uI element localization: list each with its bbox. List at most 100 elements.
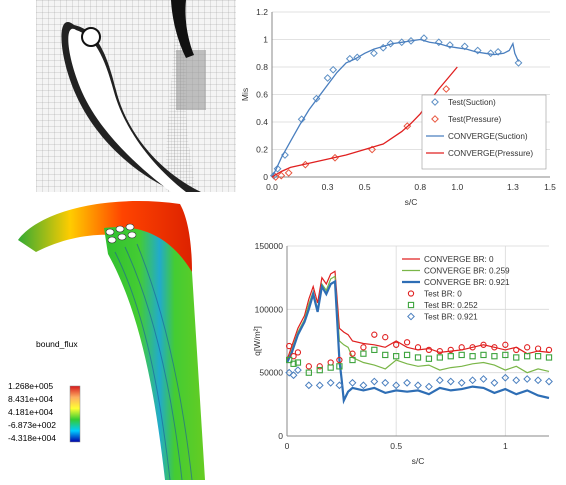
flux-legend-label: CONVERGE BR: 0.259	[424, 267, 510, 276]
flux-data-point	[512, 376, 521, 385]
flux-data-point	[371, 331, 378, 338]
flux-data-point	[305, 369, 312, 376]
mis-y-tick-label: 0.8	[256, 62, 268, 72]
colorbar-tick-1: 1.268e+005	[8, 381, 53, 391]
flux-data-point	[348, 378, 357, 387]
mis-legend-box	[421, 94, 547, 170]
mis-legend-label: CONVERGE(Suction)	[448, 132, 528, 141]
flux-y-tick-label: 50000	[259, 368, 283, 378]
colorbar-tick-2: 8.431e+004	[8, 394, 53, 404]
flux-x-tick-label: 0	[285, 441, 290, 451]
colorbar-tick-3: 4.181e+004	[8, 407, 53, 417]
mis-x-tick-label: 0.3	[322, 182, 334, 192]
mis-series-3	[271, 66, 458, 178]
flux-y-tick-label: 150000	[255, 241, 284, 251]
flux-data-point	[285, 368, 294, 377]
chart-heat-flux-svg: 0 50000 100000 150000 0 0.5 1 s/C q[W/m²] CONVERG…	[252, 241, 553, 466]
mesh-image	[36, 0, 236, 192]
chart-mis: 0 0.2 0.4 0.6 0.8 1 1.2 0.0 0.3 0.5 0.8 1.0 1.3 1.5 s/…	[240, 0, 566, 207]
mis-legend-swatch	[431, 98, 439, 106]
mis-data-point	[386, 39, 395, 48]
flux-data-point	[469, 344, 476, 351]
mis-data-point	[397, 38, 406, 47]
flux-data-point	[545, 354, 553, 361]
flux-data-point	[359, 381, 368, 390]
mis-data-point	[514, 58, 523, 67]
mis-legend: Test(Suction) Test(Pressure) CONVERGE(Suct…	[421, 94, 547, 170]
flux-data-point	[436, 347, 443, 355]
mis-legend-label: CONVERGE(Pressure)	[448, 149, 533, 158]
flux-x-tick-label: 0.5	[390, 441, 402, 451]
flux-data-point	[502, 351, 509, 359]
mis-data-point	[420, 34, 428, 43]
flux-data-point	[425, 382, 433, 391]
flux-data-point	[370, 377, 379, 386]
mis-series-line	[271, 38, 520, 178]
mis-x-tick-label: 1.3	[507, 182, 519, 192]
flux-data-point	[316, 363, 323, 370]
flux-data-point	[315, 381, 324, 390]
flux-series-0	[286, 270, 550, 361]
colorbar-tick-5: -4.318e+004	[8, 433, 56, 443]
contour-image: bound_flux 1.268e+005 8.431e+004 4.181e+…	[0, 192, 210, 481]
flux-data-point	[290, 360, 297, 367]
mis-y-axis-label: Mis	[240, 88, 250, 101]
mis-y-tick-label: 0.4	[256, 117, 268, 127]
flux-data-point	[371, 346, 378, 354]
flux-data-point	[491, 353, 498, 360]
mis-data-point	[486, 49, 495, 58]
mis-y-tick-label: 1	[263, 35, 268, 45]
flux-series-1	[286, 275, 550, 374]
flux-data-point	[316, 366, 323, 374]
flux-data-point	[447, 353, 454, 360]
mis-data-point	[277, 171, 286, 180]
flux-x-tick-label: 1	[503, 441, 508, 451]
flux-data-point	[286, 356, 293, 364]
flux-data-point	[327, 364, 334, 371]
flux-data-point	[349, 350, 356, 357]
flux-data-point	[446, 377, 455, 386]
flux-data-point	[403, 339, 411, 346]
flux-data-point	[480, 351, 487, 359]
flux-data-point	[381, 378, 390, 387]
flux-series-4	[286, 346, 553, 376]
flux-legend-label: Test BR: 0.252	[424, 301, 478, 310]
mesh-svg	[36, 0, 236, 192]
mis-legend-label: Test(Suction)	[448, 98, 496, 107]
flux-data-point	[436, 354, 443, 361]
flux-data-point	[491, 344, 498, 351]
flux-data-point	[447, 346, 454, 354]
flux-data-point	[524, 353, 531, 360]
flux-legend-label: CONVERGE BR: 0	[424, 255, 494, 264]
flux-legend-label: CONVERGE BR: 0.921	[424, 278, 510, 287]
flux-series-2	[286, 279, 550, 405]
flux-data-point	[513, 354, 520, 361]
flux-data-point	[327, 359, 334, 366]
mis-legend-swatch	[431, 115, 439, 123]
flux-data-point	[403, 351, 411, 359]
flux-data-point	[501, 373, 510, 382]
flux-data-point	[479, 375, 488, 383]
flux-data-point	[458, 344, 465, 351]
flux-data-point	[336, 363, 343, 370]
flux-data-point	[360, 350, 367, 357]
colorbar-tick-4: -6.873e+002	[8, 420, 56, 430]
flux-series-5	[285, 366, 553, 391]
contour-svg: bound_flux 1.268e+005 8.431e+004 4.181e+…	[8, 201, 205, 481]
mis-x-axis-label: s/C	[405, 197, 418, 205]
mis-x-tick-label: 1.5	[544, 182, 556, 192]
mis-series-0	[269, 34, 523, 180]
flux-series-line	[286, 270, 550, 361]
flux-data-point	[425, 355, 433, 362]
mis-x-tick-label: 1.0	[451, 182, 463, 192]
mis-y-tick-label: 1.2	[256, 7, 268, 17]
flux-data-point	[393, 341, 400, 348]
flux-data-point	[534, 376, 542, 385]
flux-y-axis-label: q[W/m²]	[252, 326, 262, 356]
mis-data-point	[323, 74, 332, 82]
mis-data-point	[407, 36, 415, 45]
flux-series-line	[286, 279, 550, 405]
mis-x-tick-label: 0.0	[266, 182, 278, 192]
mis-data-point	[460, 42, 469, 51]
flux-legend-swatch	[407, 301, 415, 309]
